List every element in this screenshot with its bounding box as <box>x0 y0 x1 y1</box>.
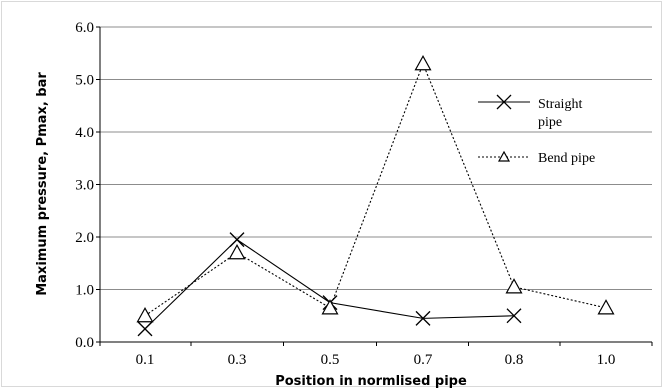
y-axis-ticks: 0.0 1.0 2.0 3.0 4.0 5.0 6.0 <box>75 20 100 351</box>
data-point-straight-pipe <box>415 310 431 326</box>
y-tick-label: 2.0 <box>75 230 94 246</box>
series-line-bend-pipe <box>144 62 607 317</box>
legend-marker <box>497 150 511 162</box>
x-marker-stroke <box>137 321 153 337</box>
x-tick-label: 0.1 <box>136 352 155 368</box>
data-point-straight-pipe <box>506 308 522 324</box>
legend-item-straight-pipe: Straight pipe <box>478 94 582 130</box>
legend-label: Straight <box>538 97 582 112</box>
y-tick-label: 0.0 <box>75 335 94 351</box>
x-tick-label: 1.0 <box>597 352 616 368</box>
data-point-straight-pipe <box>137 321 153 337</box>
x-tick-label: 0.3 <box>228 352 247 368</box>
legend-item-bend-pipe: Bend pipe <box>478 150 595 166</box>
data-point-bend-pipe <box>505 278 523 294</box>
data-point-bend-pipe <box>321 299 339 315</box>
gridlines <box>100 26 652 290</box>
x-tick-label: 0.7 <box>414 352 433 368</box>
y-axis-title: Maximum pressure, Pmax, bar <box>35 72 50 296</box>
x-marker-stroke <box>496 94 512 110</box>
legend: Straight pipe Bend pipe <box>478 94 595 166</box>
data-point-bend-pipe <box>136 307 154 323</box>
x-marker-stroke <box>229 232 245 248</box>
y-tick-label: 1.0 <box>75 283 94 299</box>
legend-marker <box>496 94 512 110</box>
y-tick-label: 5.0 <box>75 73 94 89</box>
data-point-bend-pipe <box>597 299 615 315</box>
y-tick-label: 3.0 <box>75 178 94 194</box>
legend-label: Bend pipe <box>538 151 595 166</box>
y-tick-label: 6.0 <box>75 20 94 36</box>
data-point-bend-pipe <box>228 244 246 260</box>
data-point-bend-pipe <box>414 55 432 71</box>
legend-label-continued: pipe <box>538 115 562 130</box>
x-axis-ticks: 0.1 0.3 0.5 0.7 0.8 1.0 <box>99 342 653 368</box>
data-point-straight-pipe <box>229 232 245 248</box>
y-tick-label: 4.0 <box>75 125 94 141</box>
x-tick-label: 0.8 <box>505 352 524 368</box>
x-axis-title: Position in normlised pipe <box>275 374 467 389</box>
series-line-straight-pipe <box>144 238 515 330</box>
x-tick-label: 0.5 <box>321 352 340 368</box>
series-group <box>136 55 615 337</box>
x-marker-stroke <box>415 310 431 326</box>
x-marker-stroke <box>506 308 522 324</box>
